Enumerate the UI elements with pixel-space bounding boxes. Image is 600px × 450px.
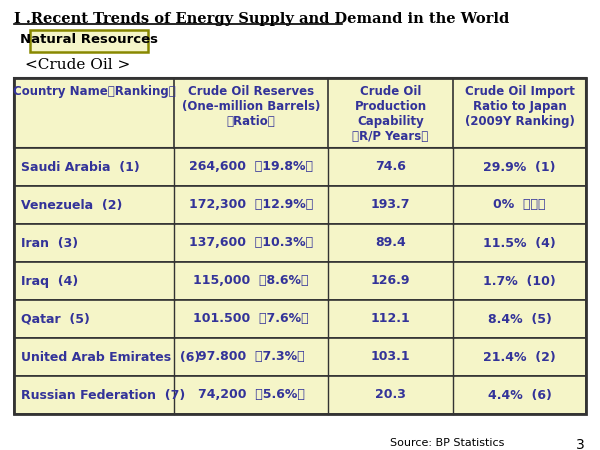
Text: 74,200  （5.6%）: 74,200 （5.6%） <box>197 388 304 401</box>
Text: 8.4%  (5): 8.4% (5) <box>488 312 551 325</box>
Text: 101.500  （7.6%）: 101.500 （7.6%） <box>193 312 309 325</box>
Text: 74.6: 74.6 <box>375 161 406 174</box>
Text: 11.5%  (4): 11.5% (4) <box>483 237 556 249</box>
Text: Crude Oil Reserves
(One-million Barrels)
（Ratio）: Crude Oil Reserves (One-million Barrels)… <box>182 85 320 128</box>
Text: Qatar  (5): Qatar (5) <box>21 312 90 325</box>
Text: United Arab Emirates  (6): United Arab Emirates (6) <box>21 351 200 364</box>
Text: Crude Oil Import
Ratio to Japan
(2009Y Ranking): Crude Oil Import Ratio to Japan (2009Y R… <box>464 85 574 128</box>
Text: 21.4%  (2): 21.4% (2) <box>483 351 556 364</box>
Text: 0%  （＊）: 0% （＊） <box>493 198 546 211</box>
Text: 29.9%  (1): 29.9% (1) <box>483 161 556 174</box>
Text: 97.800  （7.3%）: 97.800 （7.3%） <box>197 351 304 364</box>
Text: 103.1: 103.1 <box>371 351 410 364</box>
Bar <box>14 78 586 414</box>
Bar <box>14 300 586 338</box>
Text: 264,600  （19.8%）: 264,600 （19.8%） <box>189 161 313 174</box>
Text: 1.7%  (10): 1.7% (10) <box>483 274 556 288</box>
Bar <box>14 224 586 262</box>
Text: 137,600  （10.3%）: 137,600 （10.3%） <box>189 237 313 249</box>
Text: Iraq  (4): Iraq (4) <box>21 274 78 288</box>
Bar <box>14 78 586 148</box>
Text: 112.1: 112.1 <box>371 312 410 325</box>
Text: Venezuela  (2): Venezuela (2) <box>21 198 122 211</box>
Text: Ⅰ .Recent Trends of Energy Supply and Demand in the World: Ⅰ .Recent Trends of Energy Supply and De… <box>14 12 509 26</box>
Bar <box>14 148 586 186</box>
Text: Iran  (3): Iran (3) <box>21 237 78 249</box>
Bar <box>14 338 586 376</box>
Text: Russian Federation  (7): Russian Federation (7) <box>21 388 185 401</box>
Text: 3: 3 <box>575 438 584 450</box>
Text: Saudi Arabia  (1): Saudi Arabia (1) <box>21 161 140 174</box>
Text: 20.3: 20.3 <box>375 388 406 401</box>
Text: 89.4: 89.4 <box>375 237 406 249</box>
Text: Source: BP Statistics: Source: BP Statistics <box>390 438 505 448</box>
Bar <box>14 376 586 414</box>
Text: 4.4%  (6): 4.4% (6) <box>488 388 551 401</box>
Text: 126.9: 126.9 <box>371 274 410 288</box>
Text: Crude Oil
Production
Capability
（R/P Years）: Crude Oil Production Capability （R/P Yea… <box>352 85 428 143</box>
Text: 115,000  （8.6%）: 115,000 （8.6%） <box>193 274 309 288</box>
Text: Country Name（Ranking）: Country Name（Ranking） <box>13 85 175 98</box>
Bar <box>14 262 586 300</box>
Bar <box>14 186 586 224</box>
Bar <box>30 30 148 52</box>
Text: Natural Resources: Natural Resources <box>20 33 158 46</box>
Text: <Crude Oil >: <Crude Oil > <box>25 58 130 72</box>
Text: 172,300  （12.9%）: 172,300 （12.9%） <box>189 198 313 211</box>
Text: 193.7: 193.7 <box>371 198 410 211</box>
